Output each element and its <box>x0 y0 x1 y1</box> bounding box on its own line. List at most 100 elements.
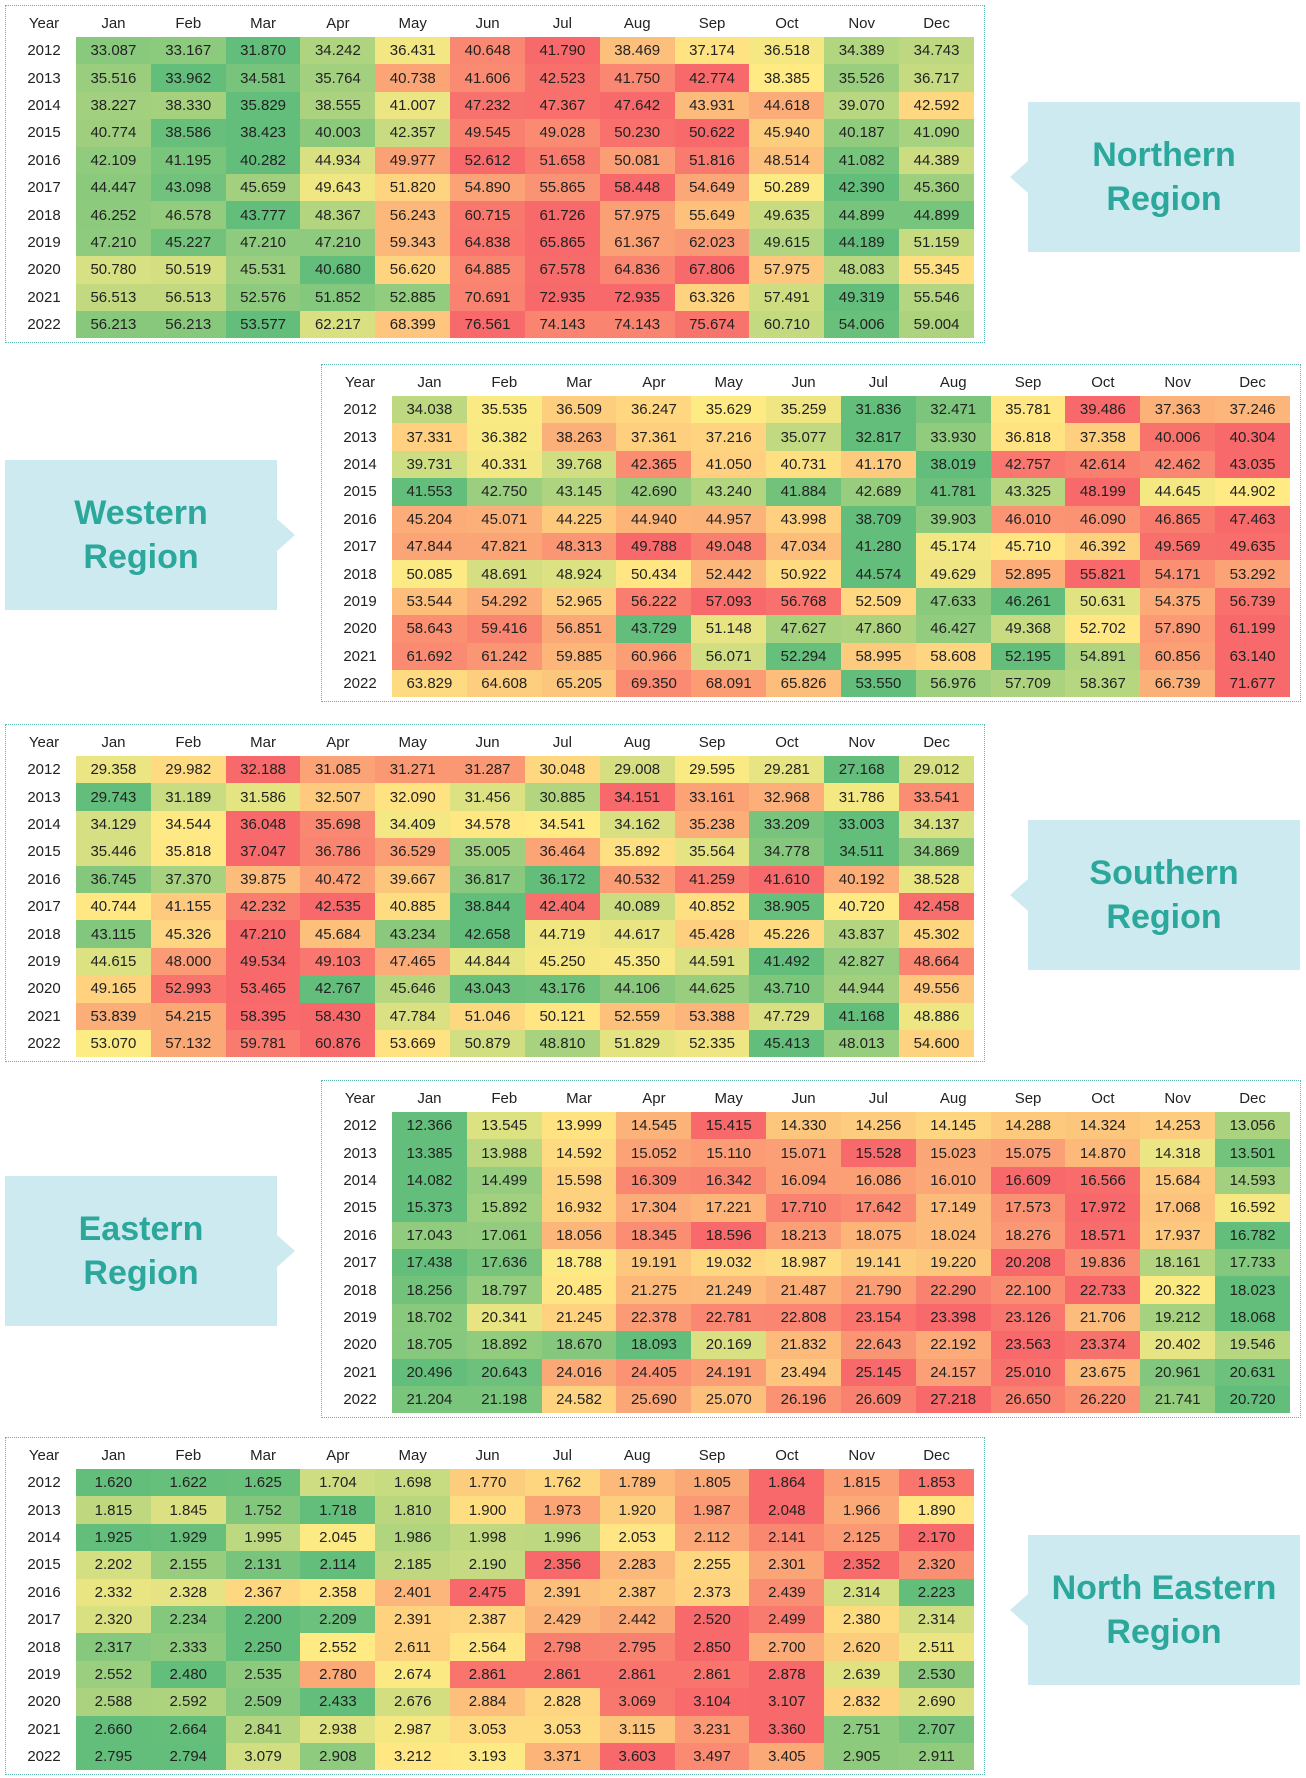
value-cell: 51.829 <box>599 1029 675 1058</box>
year-cell: 2015 <box>27 843 61 861</box>
year-cell: 2019 <box>27 233 61 251</box>
value-cell: 23.126 <box>990 1303 1066 1332</box>
data-row: 2016 17.043 17.061 18.056 18.345 18.596 18.213… <box>328 1221 1290 1249</box>
value-cell: 55.649 <box>674 201 750 229</box>
value-cell: 29.595 <box>674 756 750 784</box>
data-row: 2013 37.331 36.382 38.263 37.361 37.216 35.077… <box>328 423 1290 451</box>
value-cell: 23.398 <box>915 1303 991 1332</box>
value-cell: 2.255 <box>674 1551 750 1579</box>
column-header: Oct <box>775 733 799 751</box>
value-cell: 18.256 <box>392 1276 467 1304</box>
value-cell: 16.609 <box>990 1166 1066 1195</box>
year-cell: 2022 <box>27 1035 61 1053</box>
value-cell: 43.240 <box>691 478 767 506</box>
value-cell: 39.070 <box>824 91 900 120</box>
column-header: Jan <box>101 1446 126 1464</box>
value-cell: 40.304 <box>1215 423 1290 451</box>
value-cell: 23.494 <box>766 1358 841 1386</box>
value-cell: 2.439 <box>749 1578 825 1606</box>
value-cell: 59.416 <box>466 615 542 643</box>
region-callout: Southern Region <box>1010 820 1300 970</box>
value-cell: 18.705 <box>392 1331 467 1359</box>
heatmap-table: Year Jan Feb Mar Apr May Jun Jul Aug Sep Oct Nov Dec… <box>328 1084 1290 1414</box>
value-cell: 46.252 <box>76 201 151 229</box>
value-cell: 22.643 <box>840 1331 916 1359</box>
value-cell: 2.520 <box>674 1605 750 1634</box>
data-row: 2015 35.446 35.818 37.047 36.786 36.529 35.005… <box>12 838 974 866</box>
value-cell: 56.768 <box>766 587 841 616</box>
value-cell: 1.920 <box>599 1496 675 1524</box>
value-cell: 56.213 <box>150 310 226 339</box>
year-cell: 2014 <box>27 815 61 833</box>
value-cell: 2.283 <box>599 1551 675 1579</box>
value-cell: 17.043 <box>392 1221 467 1249</box>
data-row: 2022 56.213 56.213 53.577 62.217 68.399 76.561… <box>12 310 974 339</box>
value-cell: 3.371 <box>524 1742 600 1771</box>
callout-pointer <box>277 1235 295 1267</box>
value-cell: 52.993 <box>150 975 226 1003</box>
year-cell: 2018 <box>27 206 61 224</box>
value-cell: 50.631 <box>1065 587 1141 616</box>
value-cell: 72.935 <box>599 283 675 311</box>
value-cell: 58.367 <box>1065 669 1141 698</box>
column-header: Apr <box>326 14 350 32</box>
data-row: 2013 13.385 13.988 14.592 15.052 15.110 15.071… <box>328 1139 1290 1167</box>
value-cell: 18.571 <box>1065 1221 1141 1249</box>
data-row: 2014 39.731 40.331 39.768 42.365 41.050 40.731… <box>328 450 1290 479</box>
value-cell: 42.658 <box>450 920 525 948</box>
region-name: Eastern Region <box>78 1210 204 1292</box>
value-cell: 41.790 <box>524 37 600 65</box>
value-cell: 2.185 <box>375 1551 451 1579</box>
column-header: Jun <box>791 373 816 391</box>
year-cell: 2012 <box>27 761 61 779</box>
value-cell: 3.053 <box>524 1715 600 1743</box>
value-cell: 31.085 <box>300 756 376 784</box>
value-cell: 44.618 <box>749 91 825 120</box>
region-callout: North Eastern Region <box>1010 1535 1300 1685</box>
value-cell: 32.188 <box>225 756 301 784</box>
value-cell: 2.112 <box>674 1523 750 1552</box>
value-cell: 48.924 <box>541 560 617 588</box>
column-header: Jul <box>552 1446 572 1464</box>
value-cell: 15.598 <box>541 1166 617 1195</box>
value-cell: 44.106 <box>599 975 675 1003</box>
value-cell: 42.767 <box>300 975 376 1003</box>
value-cell: 43.035 <box>1215 450 1290 479</box>
value-cell: 47.232 <box>450 91 525 120</box>
value-cell: 22.781 <box>691 1303 767 1332</box>
value-cell: 42.458 <box>899 892 974 921</box>
value-cell: 1.810 <box>375 1496 451 1524</box>
value-cell: 54.171 <box>1140 560 1216 588</box>
value-cell: 33.541 <box>899 783 974 811</box>
value-cell: 44.934 <box>300 146 376 174</box>
value-cell: 37.331 <box>392 423 467 451</box>
value-cell: 3.405 <box>749 1742 825 1771</box>
value-cell: 54.215 <box>150 1002 226 1030</box>
value-cell: 16.932 <box>541 1194 617 1222</box>
year-cell: 2020 <box>27 980 61 998</box>
column-header: Sep <box>698 14 726 32</box>
column-header: Nov <box>848 733 876 751</box>
value-cell: 27.168 <box>824 756 900 784</box>
value-cell: 20.643 <box>466 1358 542 1386</box>
value-cell: 31.271 <box>375 756 451 784</box>
column-header: Nov <box>848 1446 876 1464</box>
year-cell: 2020 <box>343 620 377 638</box>
value-cell: 3.231 <box>674 1715 750 1743</box>
region-name: North Eastern Region <box>1051 1569 1277 1651</box>
value-cell: 2.320 <box>899 1551 974 1579</box>
value-cell: 2.131 <box>225 1551 301 1579</box>
value-cell: 2.442 <box>599 1605 675 1634</box>
value-cell: 15.075 <box>990 1139 1066 1167</box>
value-cell: 22.192 <box>915 1331 991 1359</box>
value-cell: 29.281 <box>749 756 825 784</box>
value-cell: 53.292 <box>1215 560 1290 588</box>
column-header: May <box>398 14 427 32</box>
value-cell: 44.902 <box>1215 478 1290 506</box>
value-cell: 37.216 <box>691 423 767 451</box>
value-cell: 37.358 <box>1065 423 1141 451</box>
column-header: Mar <box>250 1446 276 1464</box>
value-cell: 2.314 <box>824 1578 900 1606</box>
value-cell: 21.706 <box>1065 1303 1141 1332</box>
value-cell: 47.210 <box>225 228 301 257</box>
